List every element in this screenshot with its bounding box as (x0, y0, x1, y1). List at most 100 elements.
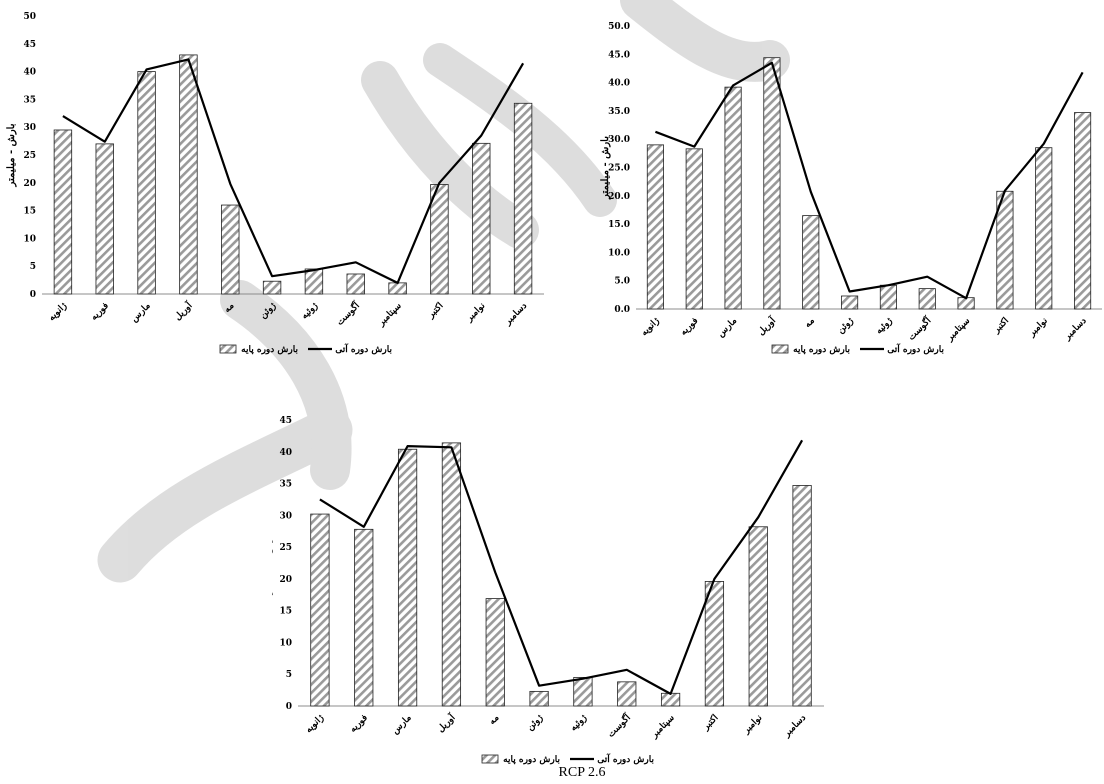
x-tick-label: ژوئیه (569, 713, 590, 734)
bar (472, 142, 491, 295)
bar (137, 71, 156, 295)
x-tick-label: آگوست (334, 299, 363, 328)
x-tick-label: فوریه (348, 713, 370, 735)
legend-bar-swatch (219, 344, 237, 354)
x-tick-label: ژوئن (525, 713, 545, 733)
bar (346, 273, 365, 295)
legend: بارش دوره پایه بارش دوره آتی (481, 753, 654, 765)
series-line (655, 61, 1084, 300)
bar (1035, 147, 1053, 310)
y-tick-label: 50.0 (608, 22, 630, 32)
bar (646, 144, 664, 310)
x-tick-label: مارس (390, 712, 414, 736)
bar (513, 102, 533, 295)
y-tick-label: 35 (23, 95, 36, 105)
chart-top-right: 0.0 5.0 10.0 15.0 20.0 25.0 30.0 35.0 40.0 45.0 50… (600, 22, 1102, 355)
bar (485, 598, 505, 707)
x-tick-label: ژوئیه (300, 301, 321, 322)
bar (221, 204, 240, 295)
x-tick-label: اکتبر (700, 712, 721, 733)
x-tick-label: آوریل (172, 299, 196, 323)
bar (179, 54, 198, 295)
bar (879, 284, 897, 310)
x-tick-label: سپتامبر (648, 712, 676, 740)
y-tick-label: 30 (23, 123, 36, 133)
y-tick-label: 20.0 (608, 192, 630, 202)
x-tick-label: ژوئن (836, 316, 856, 336)
bar (53, 129, 73, 295)
bar (388, 282, 407, 295)
y-tick-label: 30 (279, 511, 292, 521)
x-tick-label: آگوست (905, 314, 934, 343)
y-tick-label: 10.0 (608, 248, 630, 258)
bar (792, 485, 812, 707)
x-tick-label: فوریه (89, 301, 111, 323)
y-tick-label: 0 (30, 290, 36, 300)
figure-caption: RCP 2.6 (558, 765, 606, 780)
bar (685, 148, 703, 310)
legend: بارش دوره پایه بارش دوره آتی (219, 343, 392, 355)
bar (95, 143, 114, 295)
x-tick-label: سپتامبر (375, 300, 403, 328)
x-tick-label: مارس (129, 300, 153, 324)
x-tick-label: آوریل (755, 314, 779, 338)
y-tick-label: 0.0 (614, 305, 630, 315)
x-tick-label: ژانویه (46, 300, 69, 323)
y-tick-label: 40 (279, 448, 292, 458)
x-tick-label: ژوئیه (874, 316, 895, 337)
y-axis: 0.0 5.0 10.0 15.0 20.0 25.0 30.0 35.0 40.0 45.0 50… (608, 22, 630, 315)
x-tick-label: نوامبر (1026, 315, 1050, 339)
y-tick-label: 45 (279, 416, 292, 426)
bar (573, 676, 593, 707)
y-tick-label: 5.0 (614, 277, 630, 287)
x-tick-label: دسامبر (1061, 315, 1088, 342)
y-axis: 0 5 10 15 20 25 30 35 40 45 (279, 416, 292, 712)
bar (802, 215, 820, 310)
x-tick-label: اکتبر (990, 315, 1011, 336)
y-tick-label: 50 (23, 12, 36, 22)
y-tick-label: 20 (279, 575, 292, 585)
x-tick-label: مه (222, 301, 236, 315)
y-tick-label: 10 (279, 638, 292, 648)
x-tick-label: مه (487, 713, 501, 727)
y-tick-label: 40.0 (608, 79, 630, 89)
y-tick-label: 25.0 (608, 164, 630, 174)
y-axis-label: بارش - میلیمتر (272, 531, 273, 595)
legend-bar-swatch (771, 344, 789, 354)
bar (1074, 112, 1092, 310)
y-tick-label: 15 (23, 207, 36, 217)
y-axis-label: بارش - میلیمتر (6, 123, 17, 187)
bar (704, 581, 725, 707)
y-tick-label: 35 (279, 480, 292, 490)
x-tick-label: مه (803, 316, 817, 330)
y-tick-label: 20 (23, 179, 36, 189)
y-tick-label: 15.0 (608, 220, 630, 230)
bar (841, 295, 859, 310)
x-tick-label: ژانویه (303, 712, 326, 735)
x-tick-label: آگوست (605, 711, 634, 740)
x-tick-label: فوریه (679, 316, 701, 338)
y-tick-label: 40 (23, 68, 36, 78)
x-tick-label: مارس (715, 315, 739, 339)
legend-label: بارش دوره پایه (503, 754, 560, 765)
bar (660, 692, 681, 707)
legend-label: بارش دوره آتی (335, 343, 392, 355)
y-tick-label: 25 (279, 543, 292, 553)
bar (617, 681, 637, 707)
bar (262, 280, 282, 295)
chart-bottom: 0 5 10 15 20 25 30 35 40 45 بارش - میلیمتر ژانویه فو… (272, 416, 824, 765)
x-tick-label: آوریل (435, 711, 459, 735)
series-line (62, 58, 525, 284)
y-tick-label: 30.0 (608, 135, 630, 145)
legend-label: بارش دوره آتی (597, 753, 654, 765)
x-tick-label: اکتبر (425, 300, 446, 321)
bar (724, 86, 742, 310)
x-tick-label: دسامبر (781, 712, 808, 739)
bar (397, 448, 418, 707)
x-tick-label: دسامبر (502, 300, 529, 327)
y-tick-label: 45.0 (608, 50, 630, 60)
y-axis: 0 5 10 15 20 25 30 35 40 45 50 (23, 12, 36, 300)
bar (304, 268, 324, 295)
legend-label: بارش دوره آتی (887, 343, 944, 355)
